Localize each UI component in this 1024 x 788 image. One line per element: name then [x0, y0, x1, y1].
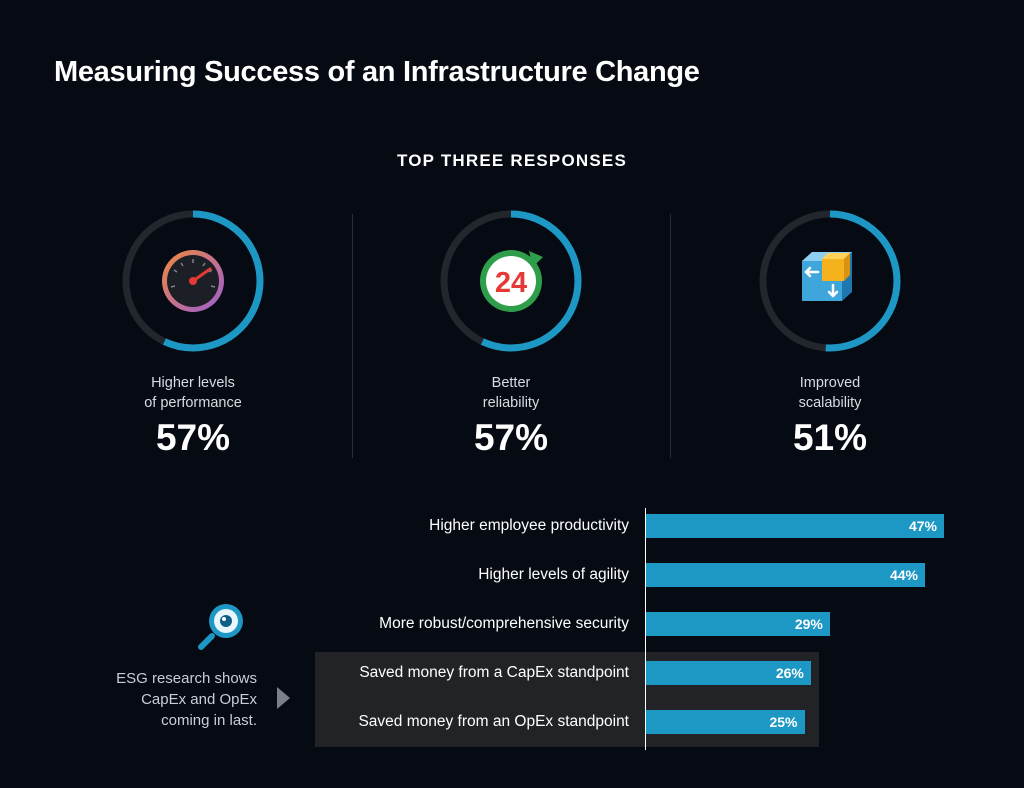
- progress-ring-fill: [440, 210, 582, 352]
- stat-label-line: Higher levels: [151, 375, 235, 391]
- stat-value: 57%: [473, 417, 549, 458]
- bar-chart-axis: [645, 508, 646, 750]
- stat-value: 51%: [792, 417, 868, 458]
- stat-label: Higher levels of performance: [93, 373, 293, 413]
- stat-label: Improved scalability: [730, 373, 930, 413]
- section-subtitle: TOP THREE RESPONSES: [396, 151, 627, 170]
- bar: 47%: [646, 514, 944, 538]
- bar-label: Higher employee productivity: [429, 517, 629, 534]
- stat-reliability: 24 Better reliability 57%: [411, 207, 611, 461]
- column-divider: [352, 214, 353, 458]
- progress-ring: [440, 210, 582, 352]
- bar-value-label: 26%: [775, 665, 804, 681]
- bar: 44%: [646, 563, 925, 587]
- bar: 26%: [646, 661, 811, 685]
- bar-value-label: 25%: [769, 714, 798, 730]
- stat-label: Better reliability: [411, 373, 611, 413]
- note-arrow-icon: [277, 687, 290, 709]
- bar-value-label: 44%: [889, 567, 918, 583]
- bar-value-label: 29%: [794, 616, 823, 632]
- stat-performance: Higher levels of performance 57%: [93, 207, 293, 461]
- stat-label-line: reliability: [482, 395, 540, 411]
- page-title: Measuring Success of an Infrastructure C…: [54, 56, 700, 88]
- stat-label-line: Better: [491, 375, 531, 391]
- stat-label-line: scalability: [798, 395, 862, 411]
- magnifier-icon: [198, 604, 243, 650]
- bar-value-label: 47%: [908, 518, 937, 534]
- stat-value: 57%: [155, 417, 231, 458]
- stat-label-line: Improved: [799, 375, 861, 391]
- progress-ring-fill: [122, 210, 264, 352]
- bar-label: Saved money from a CapEx standpoint: [359, 664, 629, 681]
- stat-label-line: of performance: [144, 395, 242, 411]
- stat-scalability: Improved scalability 51%: [730, 207, 930, 461]
- column-divider: [670, 214, 671, 458]
- note-text: ESG research shows CapEx and OpEx coming…: [116, 670, 257, 729]
- progress-ring: [122, 210, 264, 352]
- bar-label: More robust/comprehensive security: [379, 615, 629, 632]
- bar: 25%: [646, 710, 805, 734]
- bar-label: Saved money from an OpEx standpoint: [358, 713, 629, 730]
- progress-ring: [759, 210, 901, 352]
- bar: 29%: [646, 612, 830, 636]
- progress-ring-fill: [759, 210, 901, 352]
- bar-label: Higher levels of agility: [478, 566, 629, 583]
